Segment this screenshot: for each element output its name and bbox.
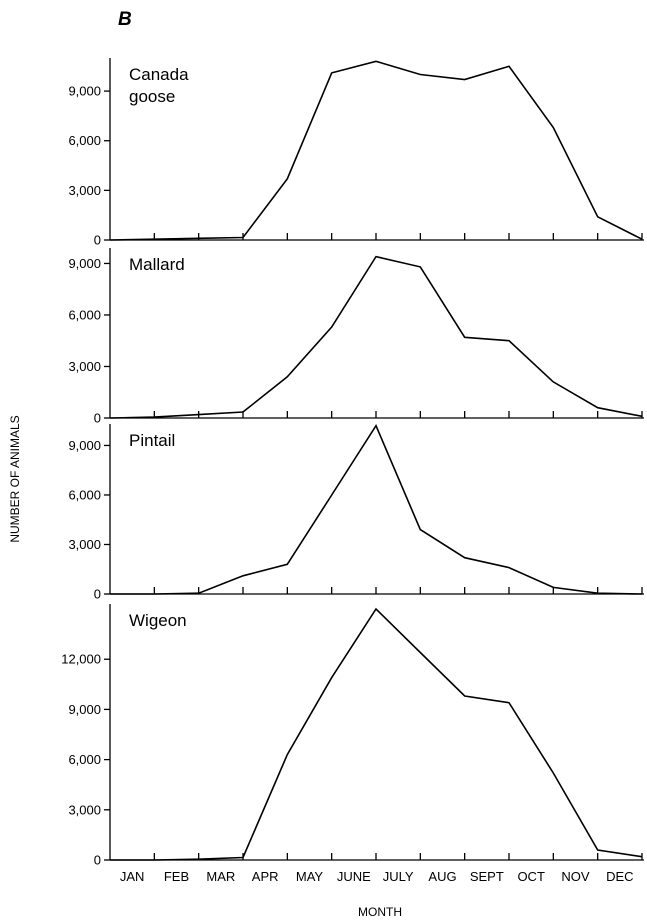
series-line-canada-goose (109, 60, 643, 241)
series-label-line: Canada (129, 65, 189, 84)
y-tick-label: 6,000 (68, 752, 101, 767)
y-tick-label: 3,000 (68, 359, 101, 374)
y-tick-label: 9,000 (68, 84, 101, 99)
x-tick-label: FEB (164, 869, 189, 884)
series-label-pintail: Pintail (129, 431, 175, 450)
x-axis-title: MONTH (358, 905, 402, 919)
series-line-pintail (110, 423, 643, 595)
y-tick-label: 3,000 (68, 183, 101, 198)
panel-mallard: 0 3,000 6,000 9,000 Mallard (68, 248, 644, 426)
x-tick-label: NOV (561, 869, 590, 884)
x-tick-label: MAR (206, 869, 235, 884)
series-label-mallard: Mallard (129, 255, 185, 274)
y-axis-title: NUMBER OF ANIMALS (8, 415, 22, 542)
series-label-line: Wigeon (129, 611, 187, 630)
y-tick-label: 3,000 (68, 537, 101, 552)
series-label-canada-goose: Canada goose (129, 65, 189, 106)
y-tick-label: 9,000 (68, 438, 101, 453)
y-tick-label: 0 (94, 587, 101, 602)
x-tick-label: OCT (517, 869, 545, 884)
y-tick-label: 6,000 (68, 307, 101, 322)
panel-letter: B (118, 9, 132, 30)
y-tick-label: 0 (94, 853, 101, 868)
x-tick-label: AUG (428, 869, 456, 884)
x-tick-label: SEPT (470, 869, 504, 884)
x-tick-labels: JAN FEB MAR APR MAY JUNE JULY AUG SEPT OCT NOV DEC (120, 869, 634, 884)
y-tick-label: 6,000 (68, 487, 101, 502)
series-label-wigeon: Wigeon (129, 611, 187, 630)
x-tick-label: MAY (296, 869, 324, 884)
y-tick-label: 9,000 (68, 702, 101, 717)
series-label-line: goose (129, 87, 175, 106)
x-tick-label: JULY (383, 869, 414, 884)
x-tick-label: APR (252, 869, 279, 884)
panel-canada-goose: 0 3,000 6,000 9,000 Canada goose (68, 58, 644, 248)
series-label-line: Pintail (129, 431, 175, 450)
y-tick-label: 0 (94, 233, 101, 248)
x-tick-label: DEC (606, 869, 633, 884)
panels: 0 3,000 6,000 9,000 Canada goose 0 3,000 6,000 9,… (61, 58, 644, 868)
y-tick-label: 12,000 (61, 652, 101, 667)
y-tick-label: 9,000 (68, 256, 101, 271)
y-tick-label: 6,000 (68, 133, 101, 148)
panel-pintail: 0 3,000 6,000 9,000 Pintail (68, 423, 644, 602)
panel-wigeon: 0 3,000 6,000 9,000 12,000 Wigeon (61, 604, 644, 868)
series-line-wigeon (110, 607, 643, 861)
x-tick-label: JUNE (337, 869, 371, 884)
x-tick-label: JAN (120, 869, 145, 884)
y-tick-label: 3,000 (68, 802, 101, 817)
series-label-line: Mallard (129, 255, 185, 274)
series-line-mallard (109, 255, 643, 419)
y-tick-label: 0 (94, 411, 101, 426)
